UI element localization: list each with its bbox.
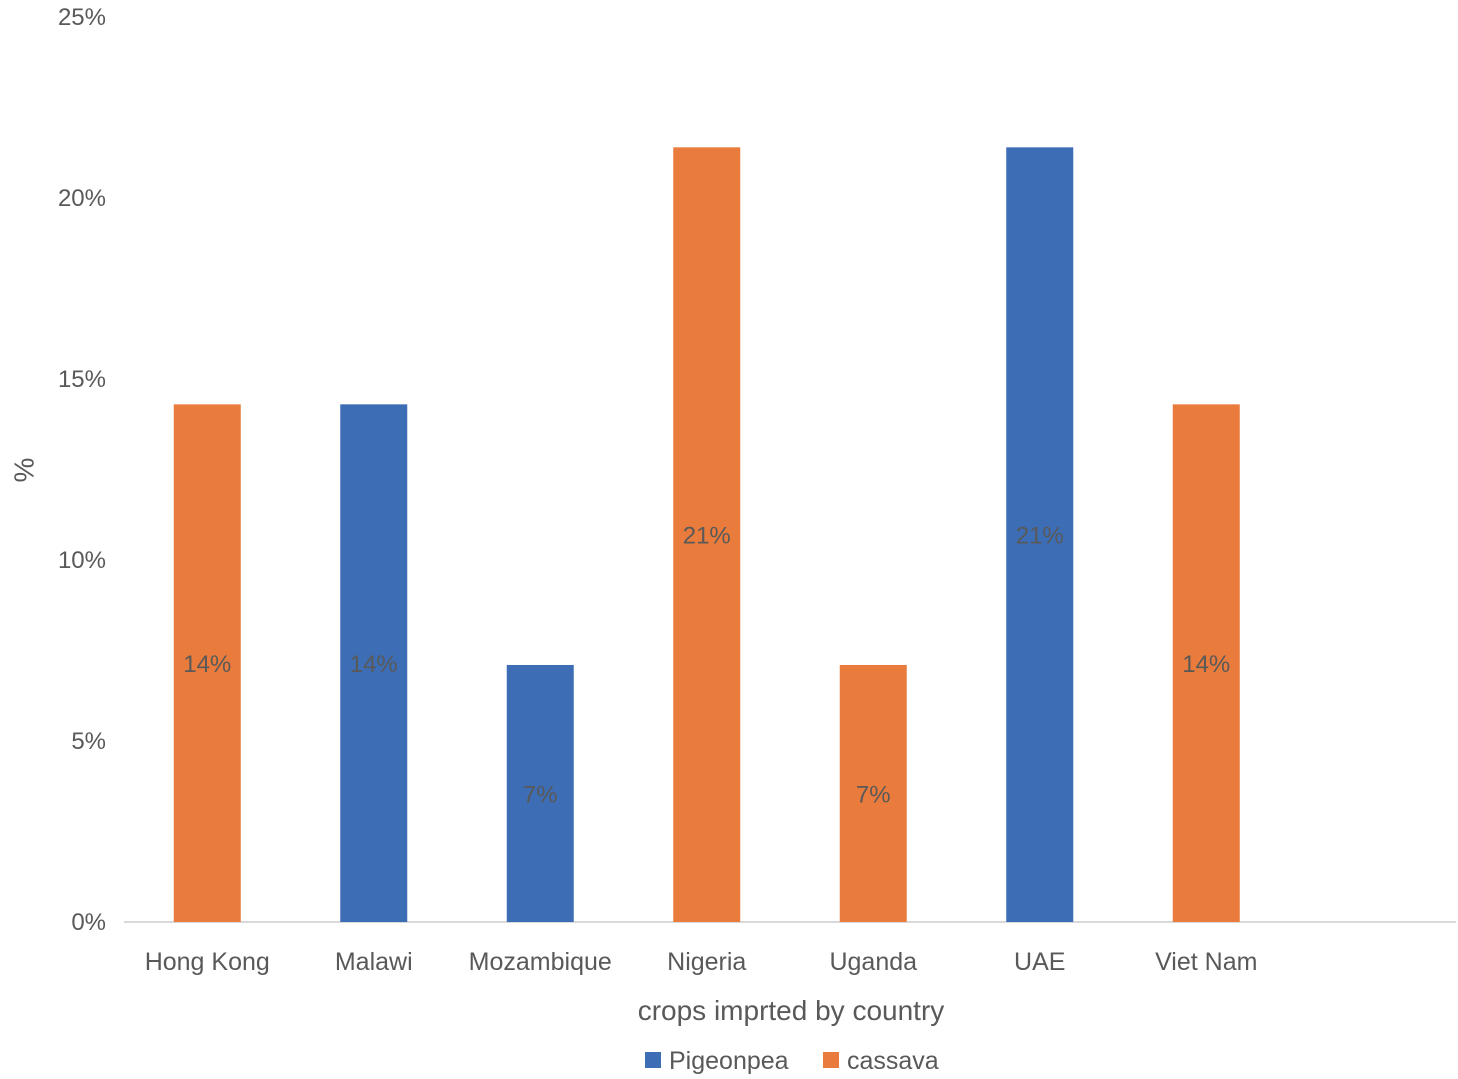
- y-tick-label: 5%: [71, 728, 106, 755]
- x-tick-label: Nigeria: [667, 948, 746, 976]
- legend-label: cassava: [847, 1047, 939, 1075]
- y-tick-label: 25%: [58, 4, 106, 31]
- legend: Pigeonpea cassava: [645, 1047, 939, 1075]
- x-tick-label: UAE: [1014, 948, 1065, 976]
- y-tick-label: 15%: [58, 366, 106, 393]
- bar-mozambique: [506, 664, 574, 922]
- x-tick-label: Viet Nam: [1155, 948, 1257, 976]
- legend-swatch: [645, 1052, 661, 1068]
- data-label: 14%: [183, 651, 231, 678]
- x-axis-tick-labels: Hong Kong Malawi Mozambique Nigeria Uganda UA…: [145, 948, 1258, 976]
- data-label: 21%: [683, 523, 731, 550]
- data-label: 21%: [1016, 523, 1064, 550]
- legend-label: Pigeonpea: [669, 1047, 789, 1075]
- bar-uganda: [839, 664, 907, 922]
- y-tick-label: 20%: [58, 185, 106, 212]
- data-label: 14%: [1182, 651, 1230, 678]
- x-tick-label: Uganda: [829, 948, 917, 976]
- bar-nigeria: [673, 147, 741, 922]
- legend-swatch: [823, 1052, 839, 1068]
- y-axis-ticks: 0% 5% 10% 15% 20% 25%: [58, 4, 106, 936]
- bar-uae: [1006, 147, 1074, 922]
- data-label: 14%: [350, 651, 398, 678]
- bars: [173, 147, 1240, 923]
- x-tick-label: Malawi: [335, 948, 413, 976]
- y-tick-label: 0%: [71, 909, 106, 936]
- bar-viet-nam: [1172, 404, 1240, 923]
- data-label: 7%: [523, 781, 558, 808]
- bar-hong-kong: [173, 404, 241, 923]
- data-label: 7%: [856, 781, 891, 808]
- x-tick-label: Mozambique: [469, 948, 612, 976]
- y-tick-label: 10%: [58, 547, 106, 574]
- data-labels: 14% 14% 7% 21% 7% 21% 14%: [183, 523, 1230, 809]
- x-tick-label: Hong Kong: [145, 948, 270, 976]
- x-axis-title: crops imprted by country: [638, 995, 945, 1026]
- bar-malawi: [340, 404, 408, 923]
- y-axis-title: %: [8, 458, 39, 483]
